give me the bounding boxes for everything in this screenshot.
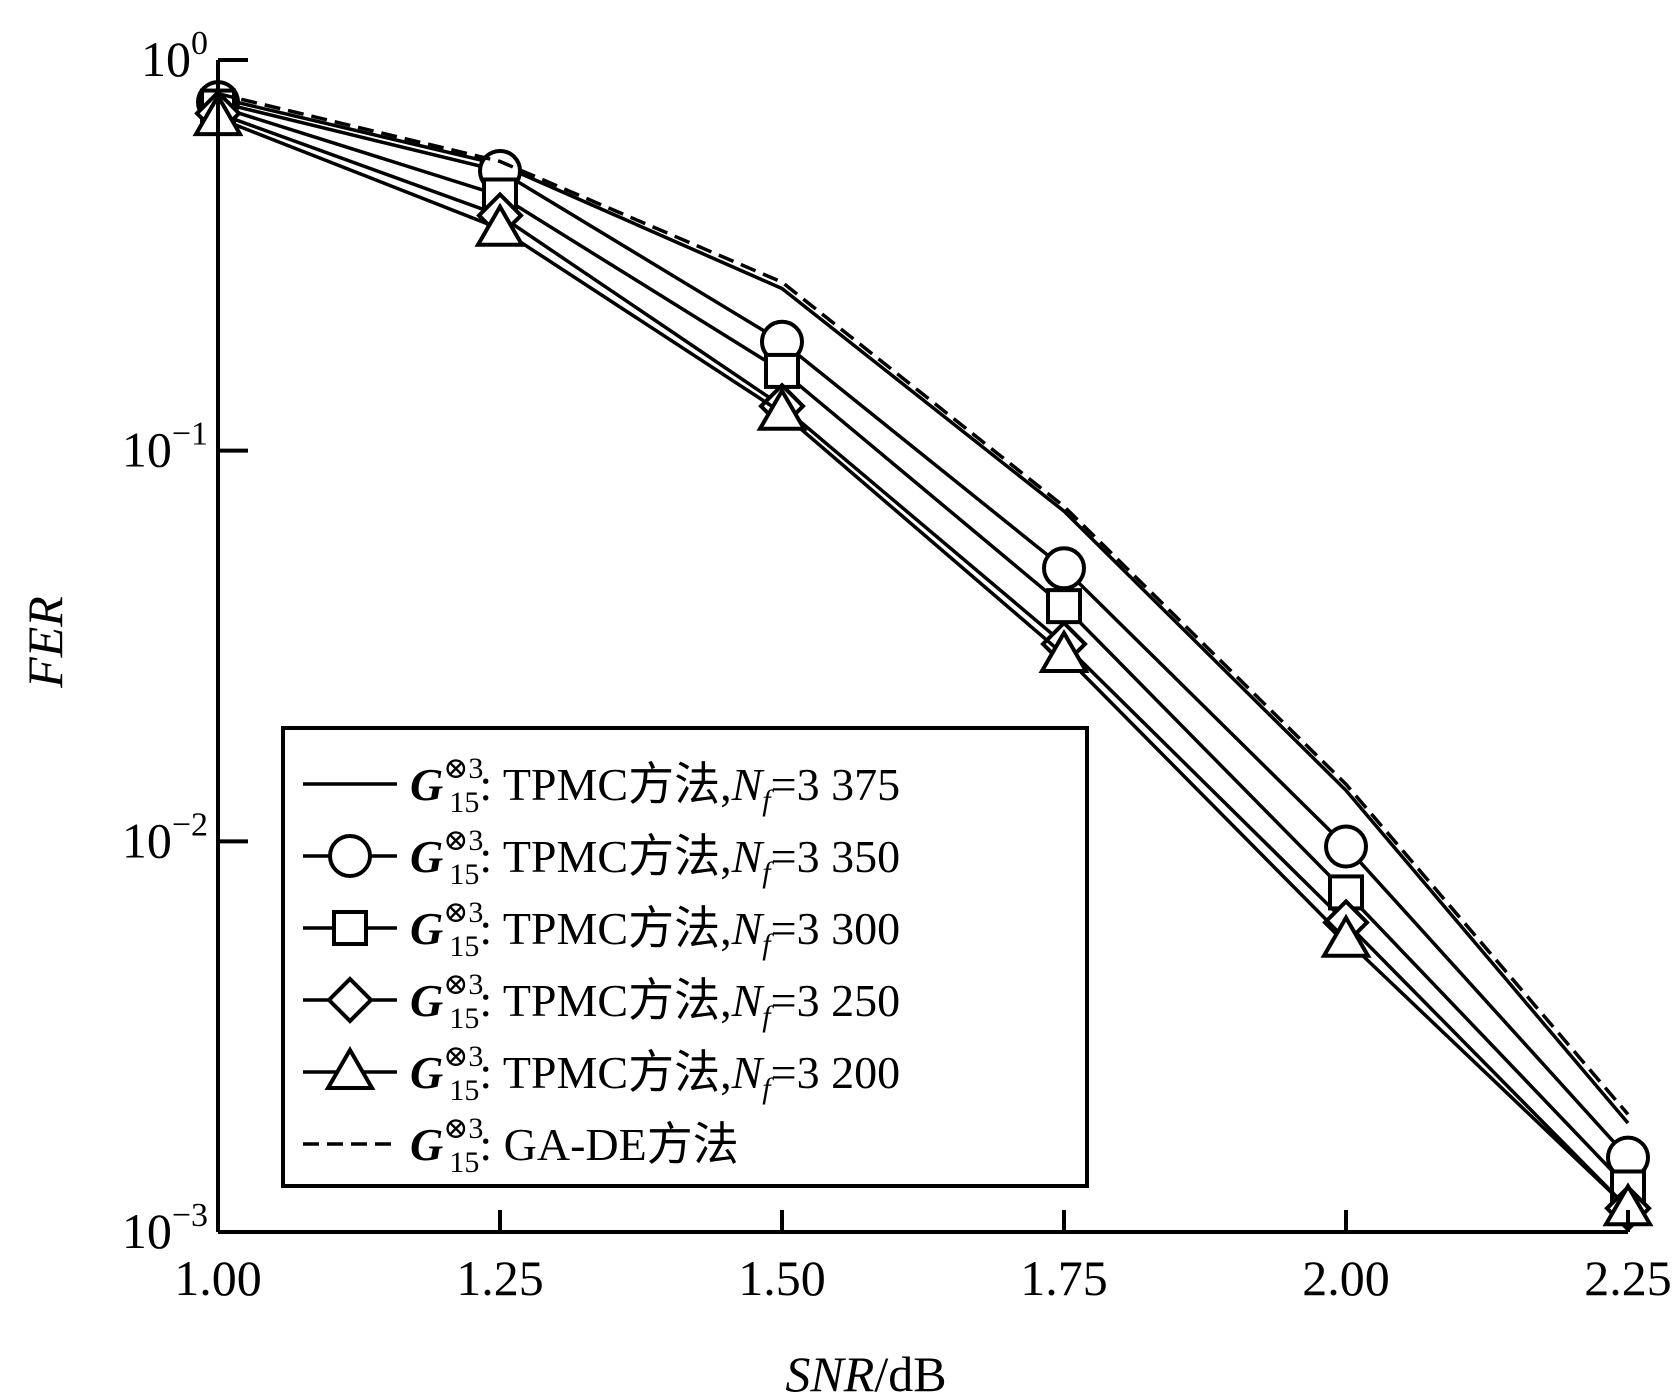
marker-circle	[1324, 824, 1368, 869]
marker-triangle	[324, 1046, 376, 1090]
x-tick-label: 1.75	[1020, 1250, 1108, 1306]
y-tick-label: 10−1	[122, 416, 208, 478]
series-line	[217, 100, 1630, 1159]
y-tick-label: 10−3	[122, 1197, 208, 1259]
marker-triangle	[1320, 913, 1372, 958]
legend-label: G⊗3 15: TPMC方法,Nf=3 350	[410, 824, 900, 891]
axes-layer: 1.00 1.25 1.50 1.75 2.00 2.25 100 10−1 10−2 10−3	[122, 25, 1672, 1306]
y-tick-label: 10−2	[122, 806, 208, 868]
legend-label: G⊗3 15: TPMC方法,Nf=3 200	[410, 1040, 900, 1107]
y-axis-title: FER	[17, 596, 73, 689]
marker-circle	[328, 834, 372, 878]
x-tick-label: 1.50	[738, 1250, 826, 1306]
marker-square	[332, 910, 368, 946]
legend-entry: G⊗3 15: TPMC方法,Nf=3 300	[303, 896, 900, 963]
series-line	[217, 111, 1630, 1210]
legend-box	[281, 726, 1089, 1188]
legend-entry: G⊗3 15: GA-DE方法	[303, 1112, 739, 1179]
marker-square	[1046, 588, 1082, 625]
x-axis-title-var: SNR	[785, 1346, 874, 1400]
series-4	[192, 92, 1654, 1227]
legend-label: G⊗3 15: TPMC方法,Nf=3 250	[410, 968, 900, 1035]
legend-entry: G⊗3 15: TPMC方法,Nf=3 375	[303, 752, 900, 819]
x-tick-label: 1.00	[174, 1250, 262, 1306]
marker-triangle	[756, 386, 808, 431]
x-axis-title: SNR/dB	[785, 1346, 946, 1400]
series-0	[217, 96, 1630, 1125]
marker-triangle	[1038, 628, 1090, 673]
legend-entry: G⊗3 15: TPMC方法,Nf=3 350	[303, 824, 900, 891]
series-line	[217, 96, 1630, 1125]
x-tick-label: 1.25	[456, 1250, 544, 1306]
x-tick-label: 2.25	[1584, 1250, 1672, 1306]
legend-entry: G⊗3 15: TPMC方法,Nf=3 250	[303, 968, 900, 1035]
marker-square	[764, 352, 800, 389]
series-line	[217, 91, 1630, 1116]
series-line	[217, 116, 1630, 1210]
legend-entry: G⊗3 15: TPMC方法,Nf=3 200	[303, 1040, 900, 1107]
labels-layer: FER SNR/dB	[17, 596, 947, 1400]
legend-label: G⊗3 15: GA-DE方法	[410, 1112, 739, 1179]
marker-diamond	[326, 976, 374, 1024]
x-axis-title-unit: /dB	[874, 1346, 946, 1400]
series-line	[217, 104, 1630, 1189]
x-tick-label: 2.00	[1302, 1250, 1390, 1306]
legend-label: G⊗3 15: TPMC方法,Nf=3 375	[410, 752, 900, 819]
marker-circle	[1042, 546, 1086, 591]
legend-label: G⊗3 15: TPMC方法,Nf=3 300	[410, 896, 900, 963]
y-tick-label: 100	[141, 25, 208, 87]
series-5	[217, 91, 1630, 1116]
marker-triangle	[474, 202, 526, 247]
